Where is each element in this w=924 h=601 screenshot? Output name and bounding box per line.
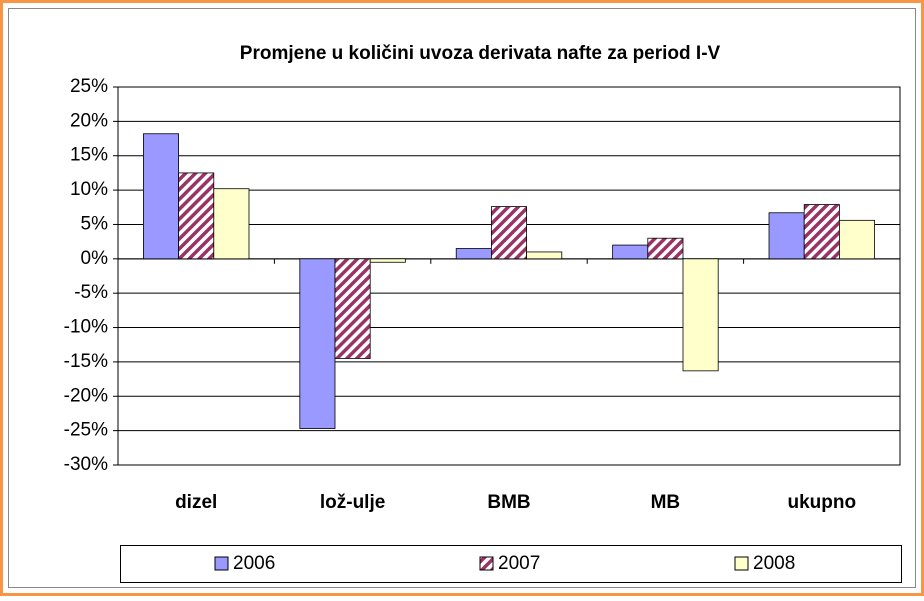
y-tick-label: -15% [64, 351, 108, 372]
x-tick-label: ukupno [787, 492, 856, 513]
y-tick-label: 25% [70, 76, 108, 97]
legend-swatch [479, 556, 494, 571]
x-tick-label: BMB [487, 492, 530, 513]
y-tick-label: 0% [81, 248, 109, 269]
bar [178, 172, 215, 260]
bar [334, 258, 371, 359]
legend-swatch [734, 556, 749, 571]
x-tick-label: dizel [175, 492, 217, 513]
bar [213, 188, 250, 260]
y-tick-label: 5% [81, 213, 109, 234]
legend-swatch [214, 556, 229, 571]
x-tick-label: lož-ulje [320, 492, 385, 513]
bar [455, 248, 492, 260]
legend-label: 2008 [753, 553, 795, 574]
bar [612, 244, 649, 260]
chart-frame [8, 8, 916, 588]
bar [647, 237, 684, 260]
bar [299, 258, 336, 429]
chart-title: Promjene u količini uvoza derivata nafte… [240, 43, 721, 64]
legend-label: 2006 [233, 553, 275, 574]
y-tick-label: -20% [64, 385, 108, 406]
bar [369, 258, 406, 263]
x-tick-label: MB [651, 492, 681, 513]
y-tick-label: -25% [64, 420, 108, 441]
y-tick-label: -30% [64, 454, 108, 475]
bar [838, 219, 875, 260]
plot-area [117, 86, 901, 466]
y-tick-label: 20% [70, 110, 108, 131]
y-tick-label: 10% [70, 179, 108, 200]
bar [682, 258, 719, 372]
legend-label: 2007 [498, 553, 540, 574]
bar [768, 212, 805, 260]
y-tick-label: -5% [74, 282, 108, 303]
y-tick-label: 15% [70, 145, 108, 166]
bar [491, 206, 527, 260]
bar [803, 204, 840, 260]
y-tick-label: -10% [64, 317, 108, 338]
bar [143, 133, 180, 260]
legend-box [120, 545, 902, 583]
bar [526, 251, 563, 260]
